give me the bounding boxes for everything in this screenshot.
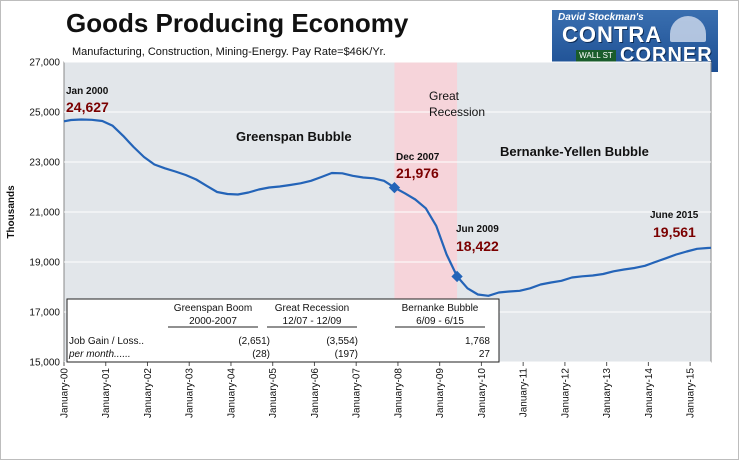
y-tick-label: 25,000	[29, 108, 60, 119]
region-label: Greenspan Bubble	[236, 129, 352, 144]
chart-title: Goods Producing Economy	[66, 8, 409, 38]
logo-corner-text: CORNER	[620, 44, 713, 66]
x-tick-label: January-04	[226, 368, 237, 418]
x-tick-label: January-06	[310, 368, 321, 418]
table-box	[66, 298, 500, 363]
table-cell: (2,651)	[238, 336, 270, 347]
event-markers	[388, 181, 463, 283]
y-axis-ticks: 15,000 17,000 19,000 21,000 23,000 25,000 27,0…	[29, 58, 60, 369]
y-tick-label: 23,000	[29, 158, 60, 169]
table-header: Great Recession	[275, 303, 349, 314]
table-cell: (197)	[335, 349, 358, 360]
logo-contra-text: CONTRA	[562, 22, 663, 47]
table-cell: 27	[479, 349, 491, 360]
y-tick-label: 19,000	[29, 258, 60, 269]
wall-street-sign-icon: WALL ST	[576, 50, 616, 62]
annotation-value: 18,422	[456, 238, 499, 254]
table-row-label: per month......	[68, 349, 131, 360]
x-tick-label: January-15	[686, 368, 697, 418]
x-tick-label: January-10	[477, 368, 488, 418]
annotation-date: Jan 2000	[66, 86, 109, 97]
y-axis-label: Thousands	[6, 185, 17, 239]
annotation-value: 21,976	[396, 165, 439, 181]
logo-top-text: David Stockman's	[558, 12, 644, 23]
capitol-dome-icon	[670, 16, 706, 42]
x-tick-label: January-00	[60, 368, 71, 418]
series-line	[63, 118, 712, 297]
y-tick-label: 27,000	[29, 58, 60, 69]
y-tick-label: 21,000	[29, 208, 60, 219]
x-tick-label: January-05	[268, 368, 279, 418]
annotation-value: 19,561	[653, 224, 696, 240]
table-header: Bernanke Bubble	[402, 303, 479, 314]
annotation-date: Jun 2009	[456, 224, 499, 235]
annotation-date: Dec 2007	[396, 152, 440, 163]
table-row-label: Job Gain / Loss..	[69, 336, 144, 347]
table-header-sub: 2000-2007	[189, 316, 237, 327]
x-tick-label: January-14	[644, 368, 655, 418]
x-tick-label: January-13	[602, 368, 613, 418]
y-tick-label: 17,000	[29, 308, 60, 319]
table-cell: (28)	[252, 349, 270, 360]
table-header: Greenspan Boom	[174, 303, 252, 314]
y-tick-label: 15,000	[29, 358, 60, 369]
table-cell: 1,768	[465, 336, 490, 347]
table-cell: (3,554)	[326, 336, 358, 347]
x-tick-label: January-03	[185, 368, 196, 418]
x-tick-label: January-12	[560, 368, 571, 418]
x-tick-label: January-01	[101, 368, 112, 418]
table-header-sub: 6/09 - 6/15	[416, 316, 464, 327]
x-tick-label: January-11	[519, 368, 530, 418]
recession-label: Great	[429, 89, 460, 103]
x-tick-label: January-09	[435, 368, 446, 418]
annotation-value: 24,627	[66, 99, 109, 115]
recession-label: Recession	[429, 105, 485, 119]
x-tick-label: January-02	[143, 368, 154, 418]
annotations: Jan 2000 24,627 Dec 2007 21,976 Jun 2009 18,4…	[66, 86, 699, 254]
region-label: Bernanke-Yellen Bubble	[500, 144, 649, 159]
annotation-date: June 2015	[650, 210, 699, 221]
summary-table: Greenspan Boom 2000-2007 Great Recession 12…	[66, 298, 500, 363]
x-axis-ticks: January-00 January-01 January-02 January-03…	[60, 362, 697, 418]
x-tick-label: January-08	[393, 368, 404, 418]
chart-subtitle: Manufacturing, Construction, Mining-Ener…	[72, 46, 386, 58]
data-marker	[451, 270, 463, 283]
data-marker	[388, 181, 401, 194]
table-header-sub: 12/07 - 12/09	[283, 316, 342, 327]
x-tick-label: January-07	[352, 368, 363, 418]
